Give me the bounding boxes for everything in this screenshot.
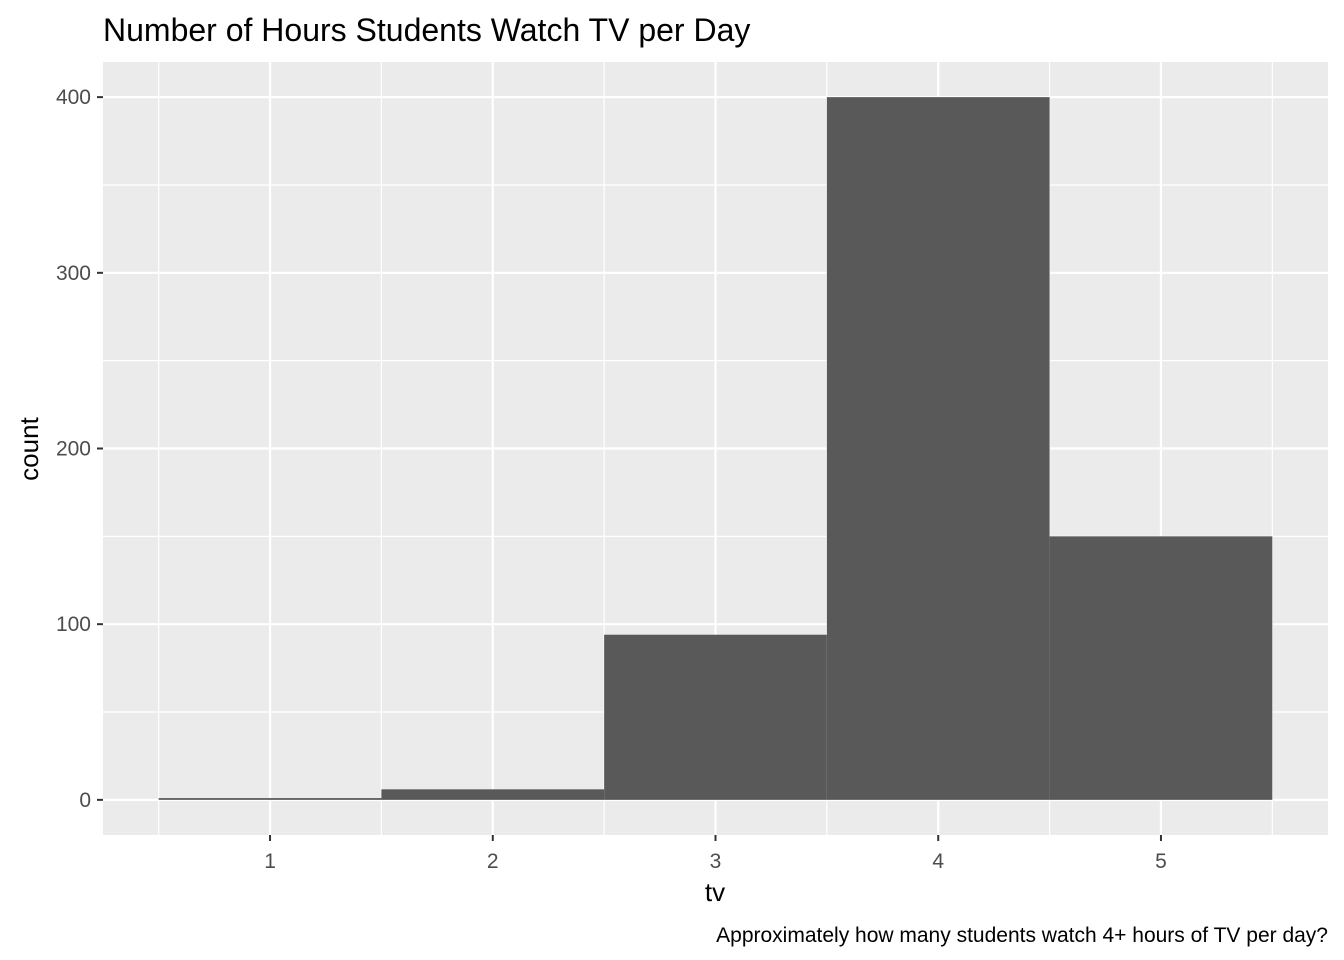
bar-1 [158,798,382,800]
bar-5 [1049,536,1273,800]
y-axis-ticks: 0 100 200 300 400 [56,86,103,812]
y-tick-label: 200 [56,438,91,461]
y-tick-label: 400 [56,86,91,109]
chart-caption: Approximately how many students watch 4+… [716,924,1328,947]
x-axis-title: tv [705,877,725,907]
y-tick-label: 0 [79,789,91,812]
y-tick-label: 100 [56,613,91,636]
bar-3 [604,634,827,800]
bars [158,97,1273,800]
x-tick-label: 3 [710,850,722,873]
x-tick-label: 4 [932,850,944,873]
y-axis-title: count [14,416,44,480]
x-tick-label: 1 [264,850,276,873]
bar-4 [826,97,1050,800]
chart-title: Number of Hours Students Watch TV per Da… [103,12,750,48]
y-tick-label: 300 [56,262,91,285]
x-tick-label: 5 [1155,850,1167,873]
x-tick-label: 2 [487,850,499,873]
bar-2 [381,789,605,800]
x-axis-ticks: 1 2 3 4 5 [264,835,1167,873]
